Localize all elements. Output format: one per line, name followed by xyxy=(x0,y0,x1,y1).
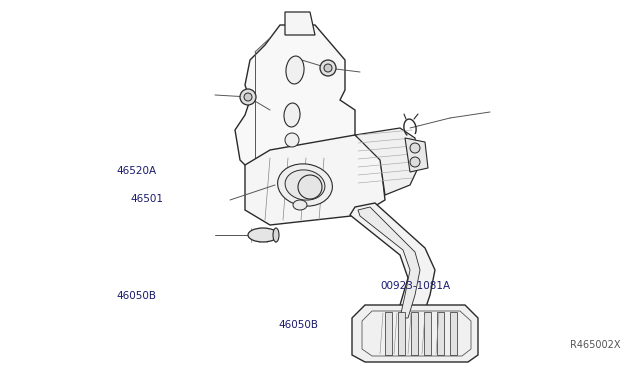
Text: 46050B: 46050B xyxy=(278,321,319,330)
Polygon shape xyxy=(437,312,444,355)
Circle shape xyxy=(410,157,420,167)
Polygon shape xyxy=(424,312,431,355)
Circle shape xyxy=(298,175,322,199)
Ellipse shape xyxy=(278,164,332,206)
Ellipse shape xyxy=(285,170,325,200)
Text: 46520A: 46520A xyxy=(116,166,157,176)
Circle shape xyxy=(240,89,256,105)
Polygon shape xyxy=(235,25,355,185)
Polygon shape xyxy=(358,207,420,318)
Ellipse shape xyxy=(248,228,278,242)
Polygon shape xyxy=(245,135,385,225)
Polygon shape xyxy=(355,128,418,195)
Text: 46050B: 46050B xyxy=(117,291,157,301)
Text: R465002X: R465002X xyxy=(570,340,621,350)
Ellipse shape xyxy=(286,56,304,84)
Polygon shape xyxy=(350,203,435,330)
Circle shape xyxy=(285,133,299,147)
Text: 46501: 46501 xyxy=(130,194,163,204)
Text: 00923-1081A: 00923-1081A xyxy=(381,282,451,291)
Polygon shape xyxy=(285,12,315,35)
Circle shape xyxy=(410,143,420,153)
Polygon shape xyxy=(405,138,428,172)
Circle shape xyxy=(320,60,336,76)
Ellipse shape xyxy=(293,200,307,210)
Ellipse shape xyxy=(273,228,279,242)
Polygon shape xyxy=(398,312,405,355)
Polygon shape xyxy=(352,305,478,362)
Polygon shape xyxy=(385,312,392,355)
Circle shape xyxy=(324,64,332,72)
Ellipse shape xyxy=(284,103,300,127)
Polygon shape xyxy=(411,312,418,355)
Circle shape xyxy=(244,93,252,101)
Polygon shape xyxy=(450,312,457,355)
